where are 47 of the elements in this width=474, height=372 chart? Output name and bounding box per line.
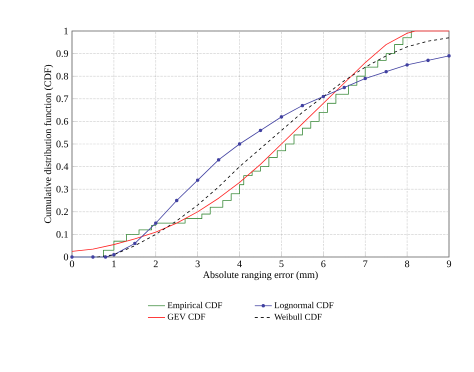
x-tick-label: 0 bbox=[70, 260, 74, 268]
point bbox=[104, 255, 108, 259]
point bbox=[280, 115, 284, 119]
legend-label: Weibull CDF bbox=[274, 314, 322, 320]
y-tick-label: 0 bbox=[64, 254, 68, 260]
point bbox=[426, 58, 430, 62]
point bbox=[258, 128, 262, 132]
y-tick-label: 0.3 bbox=[56, 186, 68, 193]
point bbox=[175, 198, 178, 202]
x-tick-label: 4 bbox=[237, 260, 242, 268]
y-tick-label: 0.5 bbox=[56, 140, 68, 148]
point bbox=[238, 142, 242, 146]
legend-label: GEV CDF bbox=[168, 314, 206, 320]
legend-label: Lognormal CDF bbox=[274, 302, 334, 310]
y-tick-label: 0.1 bbox=[56, 231, 68, 238]
x-axis-title: Absolute ranging error (mm) bbox=[202, 271, 318, 280]
point bbox=[154, 221, 158, 225]
x-tick-label: 7 bbox=[363, 260, 368, 268]
y-axis-title: Cumulative distribution function (CDF) bbox=[44, 64, 54, 224]
y-tick-label: 0.4 bbox=[56, 163, 68, 170]
point bbox=[322, 94, 326, 98]
y-tick-label: 0.9 bbox=[56, 50, 68, 57]
point bbox=[447, 54, 451, 58]
legend-label: Empirical CDF bbox=[168, 302, 222, 310]
x-tick-label: 1 bbox=[112, 260, 116, 268]
y-tick-label: 1 bbox=[64, 28, 68, 34]
point bbox=[216, 158, 220, 162]
y-tick-label: 0.2 bbox=[56, 208, 68, 216]
x-tick-label: 2 bbox=[154, 260, 158, 268]
y-tick-label: 0.6 bbox=[56, 118, 68, 125]
point bbox=[384, 70, 388, 74]
point bbox=[133, 242, 137, 246]
point bbox=[300, 104, 304, 108]
point bbox=[342, 86, 346, 90]
point bbox=[91, 255, 95, 259]
point bbox=[112, 253, 116, 256]
x-tick-label: 8 bbox=[405, 260, 410, 268]
y-tick-label: 0.7 bbox=[56, 95, 68, 102]
y-tick-label: 0.8 bbox=[56, 72, 68, 80]
point bbox=[364, 76, 367, 80]
x-tick-label: 5 bbox=[280, 260, 284, 268]
point bbox=[196, 178, 200, 182]
x-tick-label: 9 bbox=[446, 260, 452, 268]
x-tick-label: 6 bbox=[321, 260, 326, 268]
point bbox=[70, 255, 74, 259]
x-tick-label: 3 bbox=[196, 260, 200, 268]
point bbox=[405, 63, 409, 67]
